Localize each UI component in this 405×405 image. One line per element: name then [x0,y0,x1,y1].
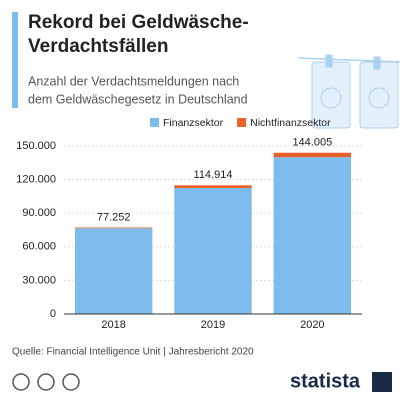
bar-segment [74,228,153,314]
accent-bar [12,12,18,108]
decoration [297,54,401,129]
x-tick-label: 2018 [101,319,125,331]
x-tick-label: 2019 [201,319,225,331]
legend-swatch [150,118,159,127]
y-tick-label: 0 [50,308,56,320]
license-icons [12,373,80,391]
bar-segment [273,152,352,158]
y-tick-label: 150.000 [16,140,56,152]
y-tick-label: 120.000 [16,174,56,186]
bar-segment [174,185,252,188]
bar-segment [174,188,252,314]
y-tick-label: 90.000 [22,207,56,219]
y-tick-label: 30.000 [22,274,56,286]
bar-segment [273,157,352,314]
brand: statista [290,370,361,392]
chart-subtitle: Anzahl der Verdachtsmeldungen nach [28,74,239,88]
x-tick-label: 2020 [300,319,324,331]
legend-label: Finanzsektor [163,117,224,129]
data-label: 114.914 [194,169,233,181]
source: Quelle: Financial Intelligence Unit | Ja… [12,347,254,358]
data-label: 144.005 [292,137,332,149]
data-label: 77.252 [97,211,131,223]
chart-title: Rekord bei Geldwäsche- [28,12,249,33]
chart-title: Verdachtsfällen [28,36,168,57]
legend-label: Nichtfinanzsektor [250,117,331,129]
y-tick-label: 60.000 [22,241,56,253]
legend-swatch [237,118,247,127]
brand-logo [372,372,392,392]
chart-subtitle: dem Geldwäschegesetz in Deutschland [28,92,248,106]
bar-segment [74,227,153,229]
